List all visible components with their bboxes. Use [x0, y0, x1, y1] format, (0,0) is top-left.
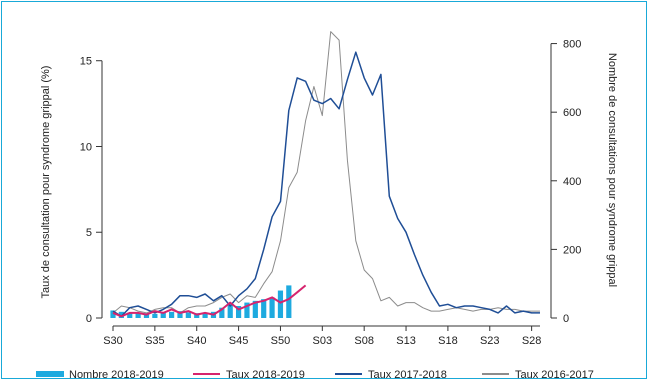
bar — [269, 297, 275, 318]
bar — [152, 313, 158, 318]
y-left-tick-label: 10 — [80, 141, 92, 153]
y-right-tick-label: 400 — [563, 176, 581, 188]
x-tick-label: S50 — [271, 335, 291, 347]
y-left-tick-label: 0 — [86, 313, 92, 325]
bar — [252, 300, 258, 318]
bar — [110, 310, 116, 318]
x-tick-label: S28 — [522, 335, 542, 347]
x-tick-label: S30 — [103, 335, 123, 347]
bar — [219, 307, 225, 318]
line-series-taux-2016-2017 — [112, 31, 540, 314]
legend-label: Taux 2016-2017 — [515, 369, 594, 380]
bar — [127, 312, 133, 318]
bar — [177, 311, 183, 318]
y-left-axis-label: Taux de consultation pour syndrome gripp… — [40, 66, 52, 299]
bar — [227, 304, 233, 318]
y-left-tick-label: 5 — [86, 227, 92, 239]
y-right-tick-label: 600 — [563, 107, 581, 119]
bar — [169, 311, 175, 318]
legend-label: Taux 2017-2018 — [368, 369, 447, 380]
x-tick-label: S08 — [354, 335, 374, 347]
bar — [135, 312, 141, 318]
x-tick-label: S13 — [396, 335, 416, 347]
x-tick-label: S18 — [438, 335, 458, 347]
bar — [160, 312, 166, 318]
y-right-tick-label: 0 — [563, 313, 569, 325]
line-series-taux-2018-2019 — [112, 284, 307, 318]
legend-swatch — [36, 371, 64, 377]
legend-label: Nombre 2018-2019 — [69, 369, 164, 380]
bar — [185, 312, 191, 318]
bar — [202, 312, 208, 318]
x-tick-label: S03 — [313, 335, 333, 347]
bar — [235, 305, 242, 318]
y-right-tick-label: 800 — [563, 39, 581, 51]
bar — [286, 285, 292, 318]
bar — [118, 311, 124, 318]
y-right-axis-label: Nombre de consultations pour syndrome gr… — [606, 53, 618, 287]
x-tick-label: S35 — [145, 335, 165, 347]
bar — [261, 299, 267, 318]
bar — [277, 290, 284, 318]
y-right-tick-label: 200 — [563, 244, 581, 256]
x-tick-label: S23 — [480, 335, 500, 347]
bar — [244, 302, 250, 318]
legend-label: Taux 2018-2019 — [226, 369, 305, 380]
x-tick-label: S45 — [229, 335, 249, 347]
y-left-tick-label: 15 — [80, 56, 92, 68]
x-tick-label: S40 — [187, 335, 207, 347]
line-series-taux-2017-2018 — [112, 51, 540, 318]
